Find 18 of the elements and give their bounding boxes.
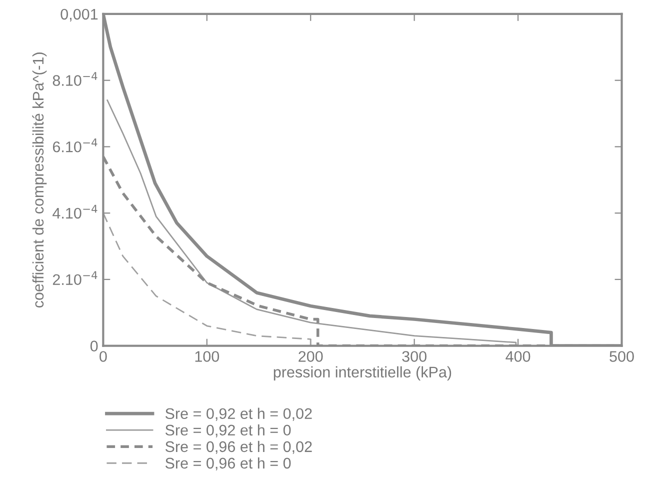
y-tick-label: 4.10$^{−4}$ xyxy=(52,204,98,219)
y-axis-title: coefficient de compressibilité kPa^(-1) xyxy=(32,52,47,308)
x-axis-title: pression interstitielle (kPa) xyxy=(274,366,452,381)
legend-label: Sre = 0,92 et h = 0,02 xyxy=(165,408,312,421)
x-tick-label: 100 xyxy=(195,351,220,362)
y-tick-label: 8.10$^{−4}$ xyxy=(52,72,98,86)
y-tick-label: 2.10$^{−4}$ xyxy=(52,271,98,286)
legend-label: Sre = 0,92 et h = 0 xyxy=(165,424,291,438)
x-tick-label: 0 xyxy=(100,351,107,362)
x-tick-label: 200 xyxy=(298,351,323,362)
y-tick-label: 0,001 xyxy=(60,8,98,22)
legend-label: Sre = 0,96 et h = 0,02 xyxy=(165,440,312,454)
x-tick-label: 500 xyxy=(610,351,634,362)
x-tick-label: 300 xyxy=(402,351,426,362)
y-tick-label: 6.10$^{−4}$ xyxy=(52,138,98,152)
x-tick-label: 400 xyxy=(506,351,530,362)
y-tick-label: 0 xyxy=(90,340,98,352)
legend-label: Sre = 0,96 et h = 0 xyxy=(165,457,291,470)
